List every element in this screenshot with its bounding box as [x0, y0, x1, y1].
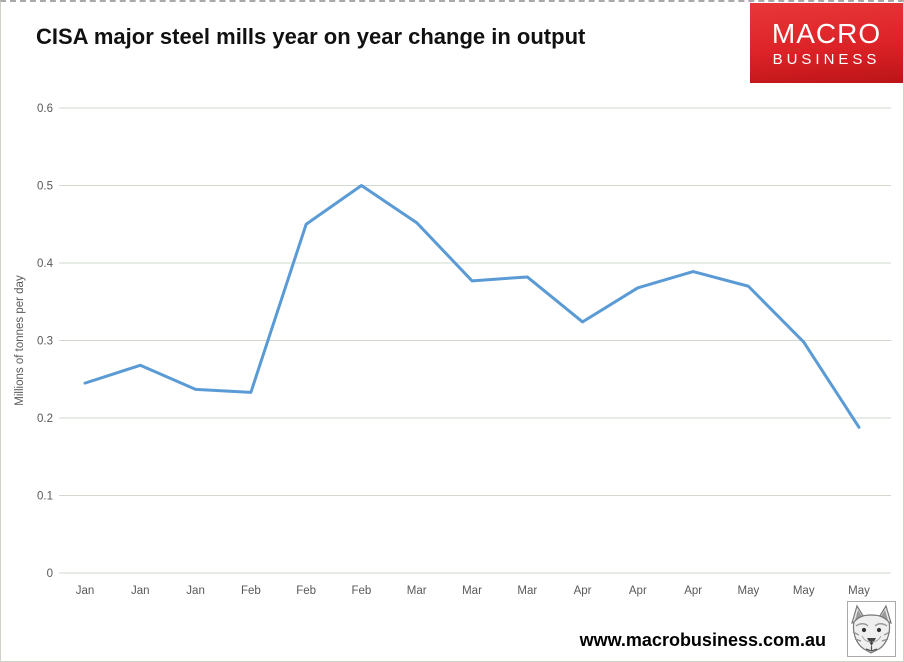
- x-tick-label: Mar: [517, 585, 537, 597]
- website-url: www.macrobusiness.com.au: [579, 630, 826, 650]
- x-tick-label: May: [848, 585, 870, 597]
- wolf-icon: [851, 604, 892, 654]
- y-tick-label: 0.5: [37, 181, 53, 193]
- x-tick-label: Apr: [574, 585, 592, 597]
- y-tick-label: 0.1: [37, 491, 53, 503]
- x-tick-label: Jan: [76, 585, 95, 597]
- x-tick-label: Mar: [407, 585, 427, 597]
- data-series-line: [83, 184, 861, 429]
- wolf-logo-box: [847, 601, 896, 657]
- y-axis-title: Millions of tonnes per day: [14, 275, 26, 406]
- logo-text-business: BUSINESS: [772, 50, 881, 68]
- y-tick-label: 0.6: [37, 103, 53, 115]
- x-tick-label: Mar: [462, 585, 482, 597]
- x-tick-label: Jan: [186, 585, 205, 597]
- x-tick-label: Feb: [296, 585, 316, 597]
- y-tick-label: 0.3: [37, 336, 53, 348]
- x-tick-label: May: [738, 585, 760, 597]
- x-tick-label: Apr: [684, 585, 702, 597]
- x-tick-label: Jan: [131, 585, 150, 597]
- x-tick-label: May: [793, 585, 815, 597]
- x-tick-label: Feb: [352, 585, 372, 597]
- macrobusiness-logo: MACRO BUSINESS: [750, 3, 903, 83]
- logo-text-macro: MACRO: [771, 17, 882, 49]
- y-tick-label: 0.4: [37, 258, 54, 270]
- x-tick-label: Apr: [629, 585, 647, 597]
- y-tick-label: 0: [47, 568, 53, 580]
- page-title: CISA major steel mills year on year chan…: [36, 24, 586, 49]
- y-tick-label: 0.2: [37, 413, 53, 425]
- x-tick-label: Feb: [241, 585, 261, 597]
